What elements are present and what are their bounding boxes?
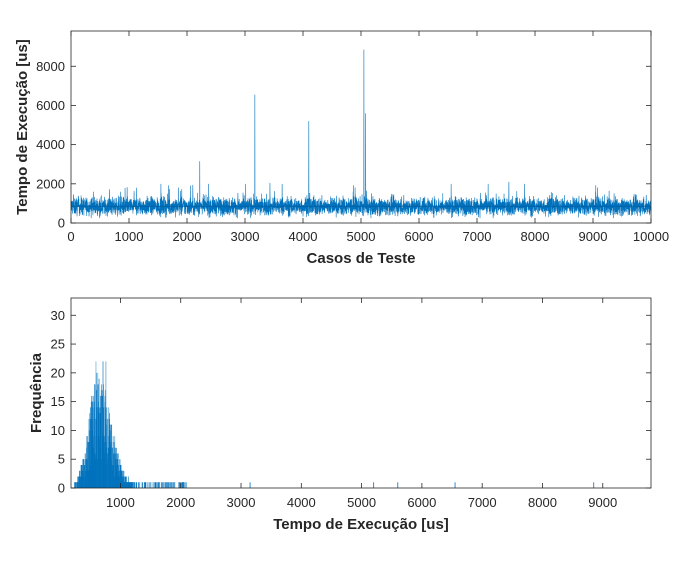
time-series-line — [70, 49, 652, 219]
top-x-tick-label: 2000 — [173, 229, 202, 244]
top-x-tick-label: 3000 — [231, 229, 260, 244]
bottom-chart: 1000 2000 3000 4000 5000 6000 7000 8000 9000 0 5 10… — [28, 297, 652, 533]
bottom-x-tick-label: 5000 — [347, 495, 376, 510]
bottom-x-tick-label: 2000 — [166, 495, 195, 510]
top-y-axis-label: Tempo de Execução [us] — [14, 39, 31, 215]
bottom-y-tick-label: 25 — [51, 337, 65, 352]
bottom-x-axis-label: Tempo de Execução [us] — [273, 516, 449, 533]
top-y-tick-label: 2000 — [36, 176, 65, 191]
bottom-y-tick-label: 30 — [51, 308, 65, 323]
top-series — [70, 49, 652, 219]
top-x-axis-label: Casos de Teste — [307, 250, 416, 267]
top-chart: 0 1000 2000 3000 4000 5000 6000 7000 8000 9000 100… — [14, 30, 669, 267]
top-y-tick-label: 4000 — [36, 137, 65, 152]
bottom-x-tick-label: 1000 — [106, 495, 135, 510]
top-y-tick-label: 8000 — [36, 59, 65, 74]
bottom-y-tick-label: 15 — [51, 394, 65, 409]
top-axes-background — [71, 31, 651, 223]
bottom-x-tick-label: 8000 — [528, 495, 557, 510]
top-ticks: 0 1000 2000 3000 4000 5000 6000 7000 8000 9000 100… — [36, 31, 669, 244]
top-x-tick-label: 10000 — [633, 229, 669, 244]
top-y-tick-label: 6000 — [36, 98, 65, 113]
bottom-y-axis-label: Frequência — [28, 352, 45, 433]
top-axes-box — [70, 30, 652, 224]
top-x-tick-label: 9000 — [579, 229, 608, 244]
bottom-y-tick-label: 0 — [58, 481, 65, 496]
bottom-axes-box — [70, 297, 652, 489]
top-x-tick-label: 1000 — [115, 229, 144, 244]
histogram-bars — [74, 361, 595, 488]
bottom-x-tick-label: 6000 — [407, 495, 436, 510]
top-x-tick-label: 7000 — [463, 229, 492, 244]
bottom-x-tick-label: 9000 — [588, 495, 617, 510]
bottom-x-tick-label: 3000 — [227, 495, 256, 510]
top-x-tick-label: 6000 — [405, 229, 434, 244]
top-x-tick-label: 5000 — [347, 229, 376, 244]
bottom-x-tick-label: 7000 — [468, 495, 497, 510]
top-y-tick-label: 0 — [58, 216, 65, 231]
bottom-y-tick-label: 20 — [51, 365, 65, 380]
bottom-axes-background — [71, 298, 651, 488]
top-x-tick-label: 8000 — [521, 229, 550, 244]
bottom-ticks: 1000 2000 3000 4000 5000 6000 7000 8000 9000 0 5 10… — [51, 298, 651, 510]
top-x-tick-label: 4000 — [289, 229, 318, 244]
bottom-y-tick-label: 10 — [51, 423, 65, 438]
top-x-tick-label: 0 — [67, 229, 74, 244]
bottom-y-tick-label: 5 — [58, 452, 65, 467]
bottom-x-tick-label: 4000 — [287, 495, 316, 510]
